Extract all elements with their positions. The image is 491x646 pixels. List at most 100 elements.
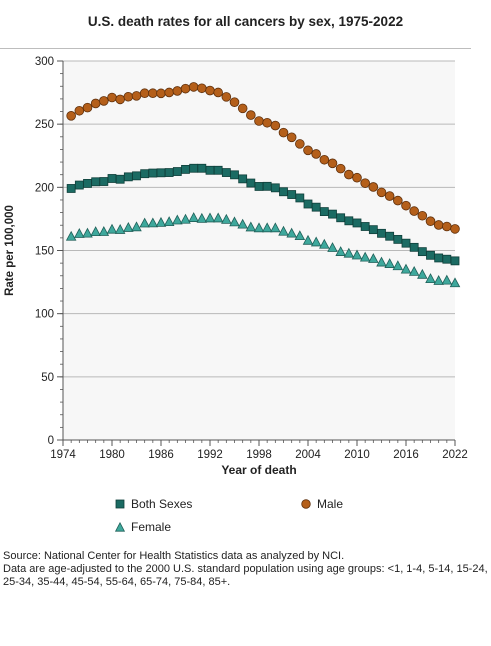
data-point-square <box>83 179 92 188</box>
data-point-circle <box>254 116 264 126</box>
data-point-circle <box>344 169 354 180</box>
y-tick-label: 50 <box>41 372 54 384</box>
x-tick-label: 2022 <box>442 449 468 461</box>
data-point-square <box>319 207 329 216</box>
data-point-circle <box>164 87 174 98</box>
data-point-circle <box>221 92 232 102</box>
data-point-circle <box>425 216 436 226</box>
chart-svg: 1974 1980 1986 1992 1998 2004 2010 2016 2022 0 50 1… <box>4 56 468 477</box>
data-point-circle <box>286 132 297 143</box>
data-point-circle <box>82 102 93 113</box>
data-point-circle <box>156 88 166 99</box>
data-point-circle <box>229 97 240 107</box>
data-point-triangle <box>343 247 355 258</box>
data-point-square <box>368 225 378 235</box>
data-point-triangle <box>245 221 257 232</box>
data-point-circle <box>360 178 370 188</box>
data-point-circle <box>180 83 191 94</box>
data-point-circle <box>139 88 150 99</box>
y-tick-label: 0 <box>48 435 54 447</box>
legend-item-female[interactable]: Female <box>115 520 171 534</box>
chart-title: U.S. death rates for all cancers by sex,… <box>87 14 404 29</box>
data-point-circle <box>384 191 395 201</box>
data-point-triangle <box>441 274 453 285</box>
data-point-triangle <box>400 263 412 274</box>
data-point-square <box>377 228 386 238</box>
x-axis-title: Year of death <box>221 463 296 477</box>
data-point-triangle <box>376 256 387 267</box>
data-point-circle <box>417 210 428 221</box>
data-point-circle <box>311 149 321 159</box>
data-point-circle <box>66 111 76 121</box>
data-point-triangle <box>392 260 404 271</box>
data-point-square <box>140 169 150 179</box>
data-point-triangle <box>196 212 208 223</box>
data-point-circle <box>90 98 101 109</box>
y-tick-label: 300 <box>35 56 54 68</box>
data-point-circle <box>213 87 223 98</box>
data-point-square <box>385 231 395 241</box>
data-point-square <box>91 177 101 187</box>
data-point-triangle <box>147 217 159 228</box>
data-point-square <box>311 202 321 212</box>
data-point-square <box>246 178 256 188</box>
data-point-square <box>352 218 362 228</box>
data-point-square <box>230 170 239 180</box>
data-point-triangle <box>172 214 183 225</box>
data-point-circle <box>188 82 199 92</box>
data-point-triangle <box>433 275 444 285</box>
data-point-square <box>426 250 435 260</box>
data-point-circle <box>148 88 158 99</box>
data-point-circle <box>368 182 379 192</box>
data-point-circle <box>74 105 85 116</box>
data-point-triangle <box>449 277 461 288</box>
data-point-triangle <box>261 222 273 233</box>
data-point-triangle <box>302 234 314 245</box>
data-point-triangle <box>106 223 118 234</box>
data-point-square <box>132 171 141 181</box>
data-point-square <box>107 174 117 183</box>
data-point-triangle <box>139 217 150 228</box>
data-point-circle <box>172 86 183 96</box>
data-point-circle <box>409 206 419 216</box>
data-point-circle <box>123 91 134 102</box>
data-point-triangle <box>425 273 436 283</box>
data-point-triangle <box>204 212 216 223</box>
data-point-square <box>393 234 403 244</box>
legend-item-both-sexes[interactable]: Both Sexes <box>115 497 192 511</box>
data-point-square <box>279 187 288 197</box>
data-point-circle <box>205 85 215 96</box>
x-tick-label: 1992 <box>197 449 223 461</box>
data-point-square <box>164 168 174 177</box>
data-point-square <box>99 177 109 186</box>
y-tick-label: 100 <box>35 309 54 321</box>
data-point-square <box>205 165 215 175</box>
y-tick-label: 200 <box>35 182 54 194</box>
x-tick-label: 1986 <box>148 449 174 461</box>
data-point-triangle <box>123 221 134 232</box>
data-point-circle <box>197 83 207 94</box>
data-point-triangle <box>188 212 199 222</box>
methodology-line: Data are age-adjusted to the 2000 U.S. s… <box>3 563 488 588</box>
legend-item-male[interactable]: Male <box>301 497 343 511</box>
data-point-circle <box>442 221 452 232</box>
data-point-triangle <box>270 222 281 233</box>
data-point-triangle <box>253 222 265 233</box>
data-point-square <box>74 180 84 190</box>
data-point-triangle <box>294 230 306 241</box>
data-point-circle <box>393 195 403 206</box>
data-point-triangle <box>163 216 175 227</box>
legend-label-female: Female <box>131 520 172 534</box>
data-point-square <box>450 256 460 266</box>
series-female <box>65 212 461 288</box>
data-point-triangle <box>74 228 85 238</box>
data-point-square <box>295 193 305 203</box>
data-point-triangle <box>131 221 142 232</box>
data-point-circle <box>433 220 444 230</box>
data-point-square <box>66 184 76 193</box>
data-point-triangle <box>384 258 395 268</box>
data-point-triangle <box>155 216 167 227</box>
x-tick-label: 2010 <box>344 449 370 461</box>
data-point-circle <box>376 187 387 198</box>
data-point-circle <box>246 110 256 120</box>
